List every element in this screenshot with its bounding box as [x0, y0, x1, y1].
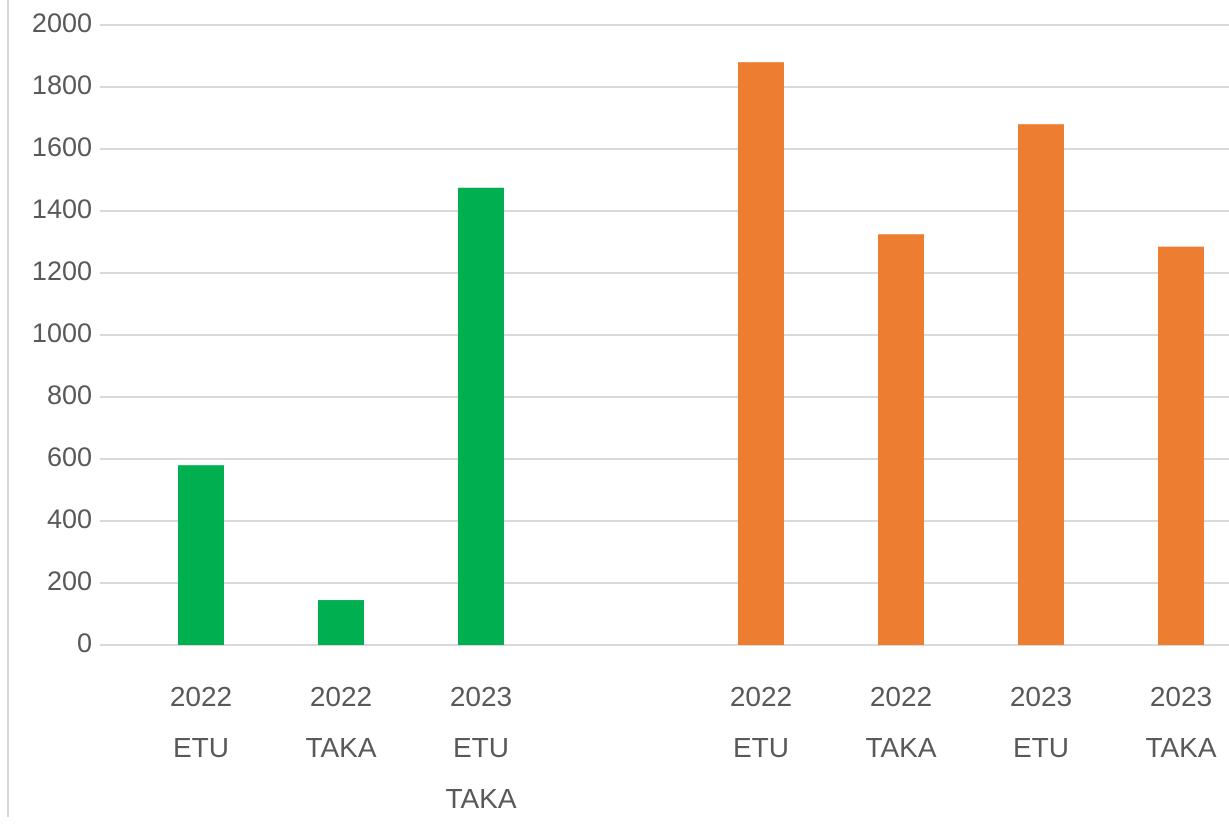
- y-tick-label: 1800: [32, 70, 92, 100]
- x-tick-label: 2022 ETU: [729, 681, 793, 763]
- bar: [878, 234, 924, 645]
- bar: [318, 600, 364, 645]
- x-tick-label: 2022 ETU: [169, 681, 233, 763]
- x-tick-label: 2022 TAKA: [865, 681, 937, 763]
- y-tick-label: 1600: [32, 132, 92, 162]
- x-tick-label: 2022 TAKA: [305, 681, 377, 763]
- y-tick-label: 400: [47, 504, 92, 534]
- y-tick-label: 1200: [32, 256, 92, 286]
- bar: [1018, 124, 1064, 645]
- x-tick-label: 2023 ETU TAKA: [445, 681, 517, 814]
- y-tick-label: 2000: [32, 8, 92, 38]
- y-tick-label: 1400: [32, 194, 92, 224]
- y-tick-label: 600: [47, 442, 92, 472]
- bar: [738, 62, 784, 645]
- bar: [458, 187, 504, 645]
- x-tick-label: 2023 TAKA: [1145, 681, 1217, 763]
- y-tick-label: 800: [47, 380, 92, 410]
- x-tick-label: 2023 ETU: [1009, 681, 1073, 763]
- bar: [1158, 246, 1204, 645]
- bar: [178, 465, 224, 645]
- y-tick-label: 200: [47, 566, 92, 596]
- y-tick-label: 0: [77, 628, 92, 658]
- y-tick-label: 1000: [32, 318, 92, 348]
